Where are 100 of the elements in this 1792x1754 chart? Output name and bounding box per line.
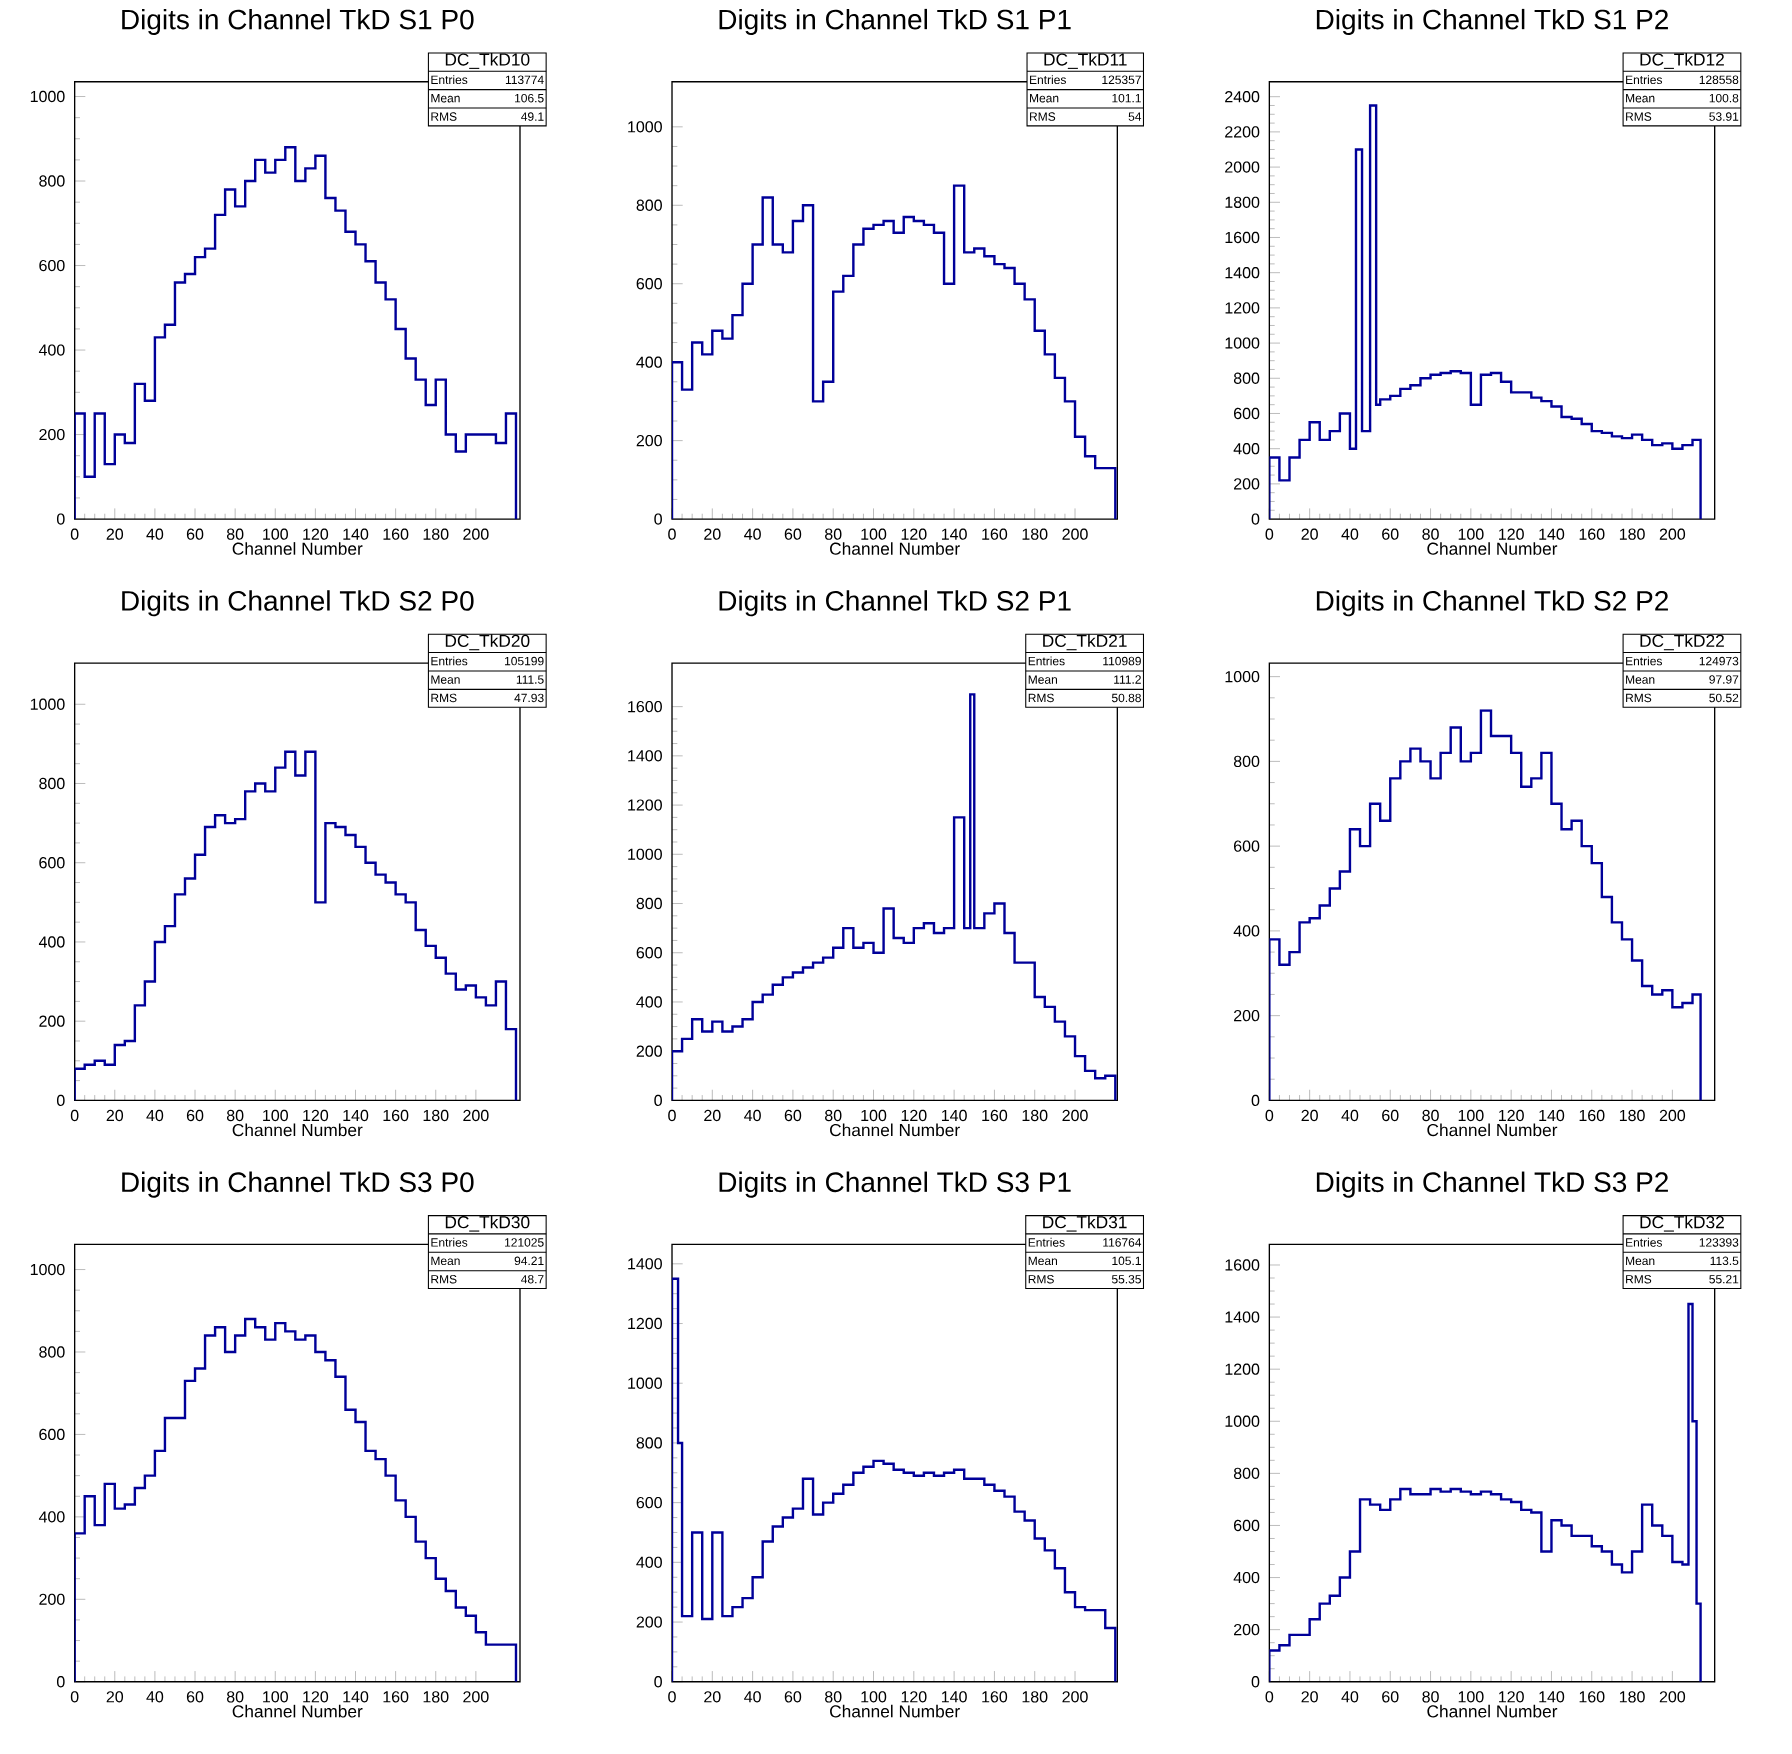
y-tick-label: 1200 — [628, 1317, 662, 1330]
y-tick-label: 1000 — [1225, 337, 1260, 349]
y-tick-label: 400 — [38, 936, 65, 948]
y-tick-label: 1000 — [628, 121, 662, 133]
y-tick-label: 0 — [56, 513, 65, 525]
y-tick-label: 400 — [636, 996, 662, 1008]
x-tick-label: 80 — [1422, 1109, 1439, 1122]
y-tick-label: 0 — [654, 1676, 662, 1688]
x-tick-label: 40 — [1341, 1691, 1359, 1703]
text: DC_TkD22 — [1640, 634, 1724, 651]
chart-title: Digits in Channel TkD S2 P1 — [719, 590, 1071, 617]
y-tick-label: 800 — [636, 897, 662, 910]
x-tick-label: 80 — [825, 1691, 842, 1703]
x-tick-label: 200 — [1659, 528, 1686, 540]
y-tick-label: 0 — [1251, 1676, 1260, 1688]
x-tick-label: 120 — [901, 1109, 927, 1122]
x-tick-label: 120 — [303, 1109, 329, 1122]
x-tick-label: 180 — [1022, 1691, 1048, 1703]
x-tick-label: 160 — [982, 528, 1008, 540]
x-tick-label: 100 — [263, 528, 288, 540]
text: DC_TkD30 — [445, 1215, 530, 1232]
y-tick-label: 200 — [1234, 1624, 1260, 1636]
y-tick-label: 0 — [1251, 1094, 1260, 1107]
y-tick-label: 200 — [39, 1593, 65, 1606]
x-tick-label: 180 — [1619, 1109, 1645, 1122]
x-tick-label: 120 — [1499, 1691, 1524, 1703]
text: DC_TkD12 — [1640, 53, 1724, 70]
x-tick-label: 20 — [106, 1109, 124, 1122]
y-tick-label: 1000 — [628, 1377, 662, 1390]
x-tick-label: 140 — [1539, 528, 1565, 540]
x-tick-label: 140 — [941, 1109, 967, 1122]
text: DC_TkD32 — [1640, 1215, 1724, 1232]
y-tick-label: 1600 — [1225, 231, 1260, 244]
x-tick-label: 160 — [1579, 1691, 1605, 1703]
x-axis-title: Channel Number — [232, 542, 363, 555]
x-tick-label: 0 — [668, 528, 676, 540]
x-tick-label: 80 — [226, 528, 244, 540]
x-tick-label: 80 — [1422, 528, 1439, 540]
text: DC_TkD20 — [445, 634, 530, 651]
x-axis-title: Channel Number — [232, 1123, 363, 1137]
y-tick-label: 1000 — [1225, 671, 1260, 683]
chart-title: Digits in Channel TkD S2 P0 — [122, 590, 474, 617]
x-tick-label: 120 — [901, 1691, 927, 1703]
x-tick-label: 140 — [941, 528, 967, 540]
y-tick-label: 200 — [1234, 478, 1260, 490]
x-tick-label: 60 — [784, 528, 802, 540]
y-tick-label: 1600 — [628, 701, 662, 713]
x-tick-label: 100 — [1458, 1109, 1484, 1122]
x-tick-label: 180 — [423, 528, 449, 540]
x-tick-label: 60 — [1382, 528, 1399, 540]
x-tick-label: 180 — [423, 1109, 449, 1122]
y-tick-label: 200 — [636, 1045, 662, 1057]
y-tick-label: 2400 — [1225, 91, 1260, 103]
y-tick-label: 600 — [39, 1428, 65, 1441]
y-tick-label: 800 — [39, 175, 65, 187]
x-tick-label: 100 — [1458, 528, 1484, 540]
x-tick-label: 200 — [463, 1691, 489, 1703]
y-tick-label: 1000 — [30, 90, 65, 103]
y-tick-label: 2000 — [1225, 161, 1260, 173]
x-tick-label: 160 — [1579, 1109, 1605, 1122]
chart-title: Digits in Channel TkD S3 P1 — [719, 1171, 1071, 1198]
x-tick-label: 40 — [1341, 528, 1359, 540]
x-tick-label: 40 — [744, 528, 761, 540]
x-axis-title: Channel Number — [830, 1704, 960, 1718]
y-tick-label: 400 — [38, 1511, 65, 1523]
x-tick-label: 160 — [383, 1109, 409, 1122]
x-tick-label: 80 — [825, 528, 842, 540]
x-tick-label: 60 — [784, 1691, 802, 1703]
x-tick-label: 180 — [1619, 528, 1645, 540]
y-tick-label: 600 — [39, 260, 65, 272]
x-tick-label: 120 — [901, 528, 927, 540]
y-tick-label: 600 — [636, 278, 662, 290]
y-tick-label: 800 — [39, 777, 65, 790]
x-tick-label: 200 — [463, 1109, 489, 1122]
y-tick-label: 600 — [1234, 840, 1260, 852]
x-tick-label: 180 — [1022, 528, 1048, 540]
x-axis-title: Channel Number — [1427, 1704, 1558, 1718]
x-tick-label: 0 — [1265, 1691, 1274, 1703]
y-tick-label: 200 — [39, 1015, 65, 1027]
y-tick-label: 800 — [1233, 755, 1260, 768]
x-tick-label: 80 — [226, 1691, 244, 1703]
x-tick-label: 100 — [861, 1109, 887, 1122]
chart-title: Digits in Channel TkD S1 P0 — [122, 9, 474, 36]
x-tick-label: 20 — [1301, 1109, 1318, 1122]
x-tick-label: 60 — [186, 528, 204, 540]
x-tick-label: 80 — [1422, 1691, 1439, 1703]
x-tick-label: 60 — [1382, 1691, 1399, 1703]
y-tick-label: 400 — [38, 344, 65, 356]
y-tick-label: 400 — [1233, 925, 1260, 937]
y-tick-label: 1600 — [1225, 1259, 1260, 1271]
y-tick-label: 800 — [1233, 1467, 1260, 1480]
y-tick-label: 0 — [56, 1094, 65, 1107]
x-tick-label: 120 — [1499, 528, 1524, 540]
y-tick-label: 1400 — [1225, 267, 1260, 279]
text: DC_TkD11 — [1044, 53, 1127, 70]
x-tick-label: 140 — [343, 528, 369, 540]
x-tick-label: 200 — [1062, 528, 1088, 540]
x-tick-label: 100 — [1458, 1691, 1484, 1703]
x-tick-label: 60 — [186, 1691, 204, 1703]
x-tick-label: 200 — [1659, 1691, 1686, 1703]
